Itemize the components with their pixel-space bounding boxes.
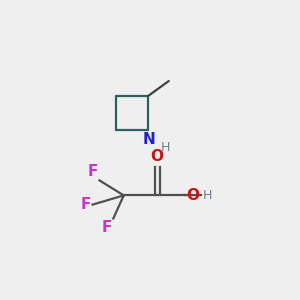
Text: O: O — [151, 149, 164, 164]
Text: F: F — [80, 197, 91, 212]
Text: H: H — [203, 189, 212, 202]
Text: F: F — [87, 164, 98, 179]
Text: N: N — [142, 132, 155, 147]
Text: H: H — [161, 141, 170, 154]
Text: O: O — [186, 188, 199, 203]
Text: F: F — [102, 220, 112, 235]
